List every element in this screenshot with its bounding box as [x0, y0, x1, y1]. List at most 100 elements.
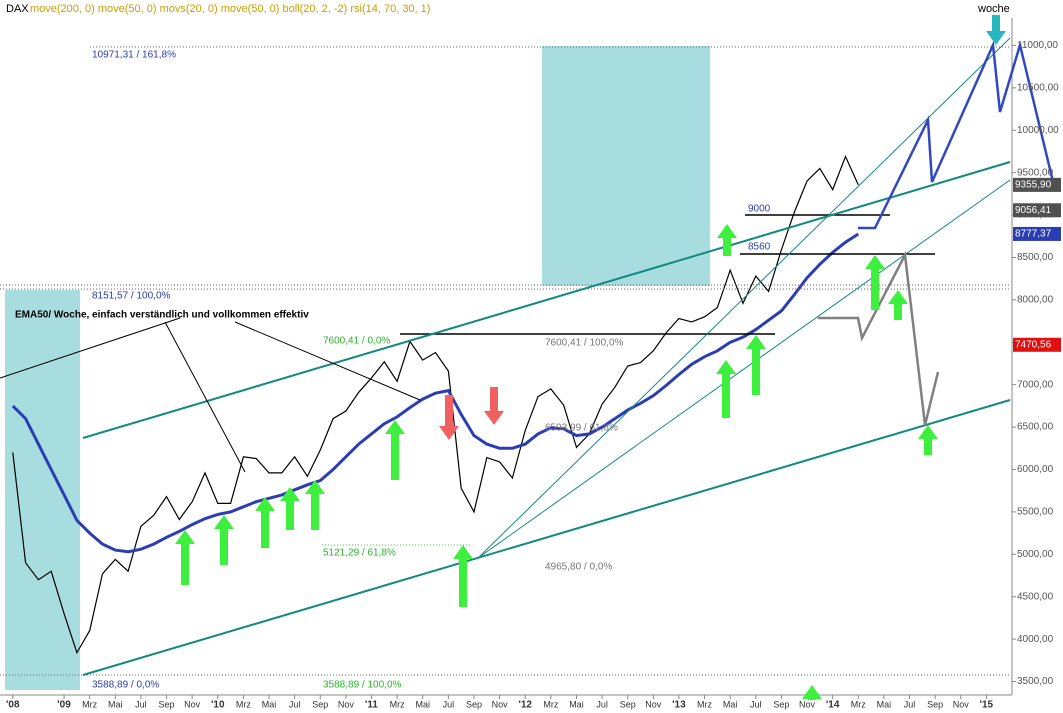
signal-arrow — [717, 224, 737, 256]
x-tick-label: Nov — [338, 699, 355, 709]
x-tick-label: Sep — [466, 699, 482, 709]
x-tick-label: Mrz — [851, 699, 866, 709]
trend-line — [0, 317, 181, 379]
fib-label: 7600,41 / 100,0% — [545, 338, 624, 349]
y-tick-label: 6000,00 — [1017, 464, 1054, 475]
signal-arrow — [214, 515, 234, 565]
x-tick-label: Jul — [289, 699, 301, 709]
y-tick-label: 10500,00 — [1017, 82, 1059, 93]
signal-arrow — [453, 545, 473, 607]
symbol: DAX — [6, 3, 29, 15]
indicators: move(200, 0) move(50, 0) movs(20, 0) mov… — [30, 3, 430, 15]
fib-label: 7600,41 / 0,0% — [323, 336, 390, 347]
ema-line — [11, 232, 860, 554]
x-tick-label: '09 — [57, 700, 71, 711]
price-box — [1013, 226, 1061, 241]
signal-arrow — [439, 395, 459, 440]
x-tick-label: '11 — [365, 700, 378, 711]
level-label: 8560 — [748, 242, 771, 253]
x-tick-label: Nov — [492, 699, 509, 709]
fib-label: 5121,29 / 61,8% — [323, 548, 396, 559]
y-tick-label: 3500,00 — [1017, 676, 1054, 687]
plot-layer — [11, 154, 860, 655]
fib-label: 6593,99 / 61,8% — [545, 423, 618, 434]
x-tick-label: '12 — [518, 700, 532, 711]
x-tick-label: Jul — [750, 699, 762, 709]
x-tick-label: Sep — [773, 699, 789, 709]
x-tick-label: Nov — [645, 699, 662, 709]
x-tick-label: Sep — [927, 699, 943, 709]
x-tick-label: Mrz — [543, 699, 558, 709]
trend-line — [477, 37, 1011, 559]
price-line — [12, 154, 859, 655]
trend-line — [82, 399, 1011, 676]
x-tick-label: '13 — [672, 700, 686, 711]
x-tick-label: '14 — [826, 700, 840, 711]
y-tick-label: 5000,00 — [1017, 549, 1054, 560]
x-tick-label: Jul — [135, 699, 147, 709]
note-pointer — [234, 321, 421, 401]
y-tick-label: 4000,00 — [1017, 634, 1054, 645]
price-box — [1013, 177, 1061, 192]
x-tick-label: Jul — [596, 699, 608, 709]
fib-label: 3588,89 / 0,0% — [92, 680, 159, 691]
x-tick-label: Mrz — [390, 699, 405, 709]
price-label: 9056,41 — [1015, 205, 1052, 216]
signal-arrow — [918, 425, 938, 455]
signal-arrow — [865, 255, 885, 310]
signal-arrow — [385, 420, 405, 480]
forecast-path — [818, 250, 940, 426]
x-tick-label: Jul — [443, 699, 455, 709]
y-tick-label: 6500,00 — [1017, 422, 1054, 433]
signal-arrow — [484, 387, 504, 425]
y-tick-label: 8000,00 — [1017, 295, 1054, 306]
signal-arrow — [175, 530, 195, 585]
y-tick-label: 10000,00 — [1017, 125, 1059, 136]
x-tick-label: Mai — [108, 699, 123, 709]
y-tick-label: 8500,00 — [1017, 252, 1054, 263]
y-tick-label: 7000,00 — [1017, 379, 1054, 390]
price-label: 7470,56 — [1015, 339, 1052, 350]
note: EMA50/ Woche, einfach verständlich und v… — [15, 310, 309, 321]
fib-label: 3588,89 / 100,0% — [323, 680, 402, 691]
trend-line — [477, 179, 1011, 559]
x-tick-label: Nov — [799, 699, 816, 709]
x-tick-label: Mai — [569, 699, 584, 709]
signal-arrow — [746, 335, 766, 395]
x-tick-label: Nov — [184, 699, 201, 709]
x-tick-label: Mai — [262, 699, 277, 709]
period: woche — [977, 3, 1010, 15]
highlight-zone — [542, 46, 710, 286]
price-label: 9355,90 — [1015, 180, 1052, 191]
x-tick-label: Mrz — [236, 699, 251, 709]
x-tick-label: Mai — [877, 699, 892, 709]
x-tick-label: Sep — [620, 699, 636, 709]
x-tick-label: Mrz — [82, 699, 97, 709]
x-tick-label: '08 — [6, 700, 20, 711]
y-tick-label: 11000,00 — [1017, 40, 1058, 51]
note-pointer — [164, 321, 246, 473]
x-tick-label: '10 — [211, 700, 225, 711]
price-box — [1013, 203, 1061, 218]
signal-arrow — [280, 487, 300, 530]
trend-line — [82, 161, 1011, 439]
y-tick-label: 4500,00 — [1017, 591, 1054, 602]
signal-arrow — [716, 360, 736, 418]
signal-arrow — [986, 15, 1006, 45]
signal-arrow — [888, 290, 908, 320]
signal-arrow — [305, 480, 325, 530]
x-tick-label: Sep — [159, 699, 175, 709]
x-tick-label: Sep — [312, 699, 328, 709]
price-label: 8777,37 — [1015, 229, 1052, 240]
x-tick-label: Mai — [723, 699, 738, 709]
level-label: 9000 — [748, 204, 771, 215]
y-tick-label: 5500,00 — [1017, 507, 1054, 518]
highlight-zone — [5, 290, 80, 690]
x-tick-label: Jul — [904, 699, 916, 709]
x-tick-label: Mrz — [697, 699, 712, 709]
forecast-path — [858, 40, 1057, 230]
fib-label: 8151,57 / 100,0% — [92, 291, 171, 302]
fib-label: 10971,31 / 161,8% — [92, 50, 176, 61]
x-tick-label: Nov — [953, 699, 970, 709]
